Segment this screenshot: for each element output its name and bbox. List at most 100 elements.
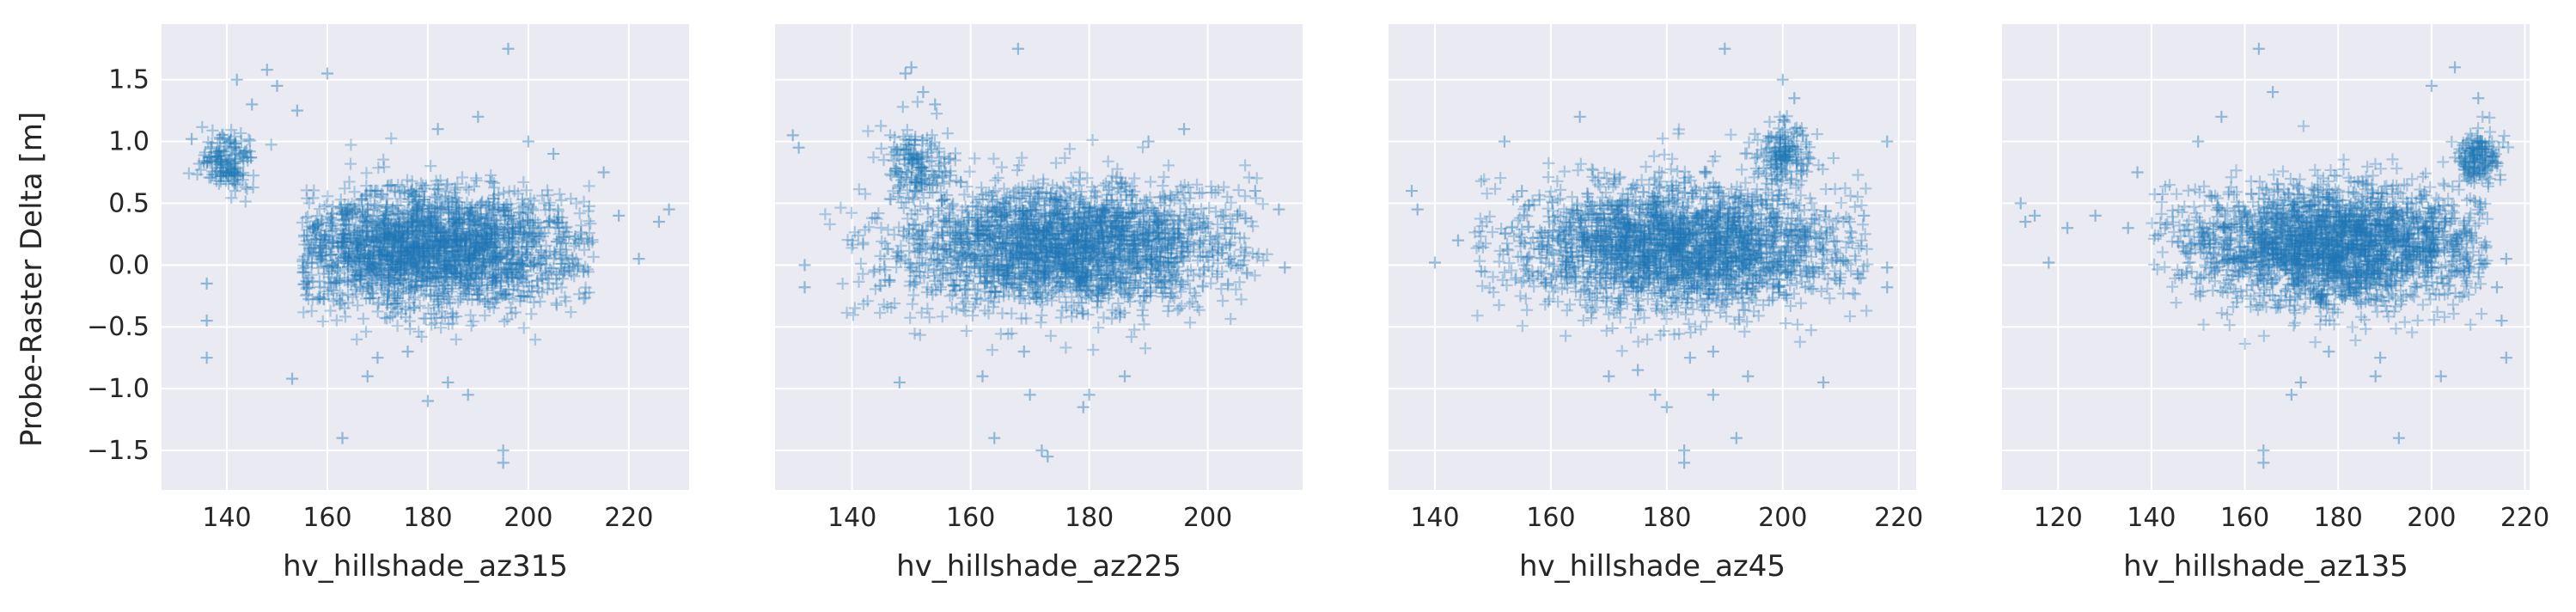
data-point bbox=[369, 236, 382, 249]
data-point bbox=[535, 272, 548, 285]
data-point bbox=[338, 235, 351, 248]
data-point bbox=[361, 215, 374, 228]
data-point bbox=[396, 232, 409, 245]
data-point bbox=[531, 259, 544, 272]
data-point bbox=[492, 203, 505, 216]
data-point bbox=[406, 215, 418, 228]
data-point bbox=[336, 236, 349, 249]
data-point bbox=[461, 206, 473, 219]
data-point bbox=[532, 248, 545, 261]
data-point bbox=[479, 217, 491, 230]
data-point bbox=[361, 204, 374, 217]
data-point bbox=[479, 199, 492, 212]
data-point bbox=[327, 217, 339, 230]
data-point bbox=[324, 304, 337, 317]
data-point bbox=[317, 240, 330, 253]
data-point bbox=[506, 248, 519, 260]
data-point bbox=[494, 222, 507, 235]
data-point bbox=[418, 255, 431, 268]
data-point bbox=[366, 225, 379, 238]
data-point bbox=[522, 233, 535, 246]
data-point bbox=[559, 230, 571, 243]
data-point bbox=[345, 239, 357, 252]
data-point bbox=[467, 249, 480, 262]
data-point bbox=[380, 227, 393, 240]
data-point bbox=[470, 245, 483, 258]
data-point bbox=[430, 174, 443, 187]
data-point bbox=[393, 254, 406, 266]
data-point bbox=[396, 236, 409, 248]
data-point bbox=[314, 280, 327, 293]
data-point bbox=[401, 248, 414, 261]
data-point bbox=[377, 272, 390, 285]
data-point bbox=[558, 265, 571, 278]
data-point bbox=[481, 292, 494, 305]
data-point bbox=[503, 223, 516, 236]
data-point bbox=[384, 179, 397, 192]
data-point bbox=[450, 245, 463, 258]
data-point bbox=[484, 174, 497, 187]
data-point bbox=[548, 212, 561, 225]
data-point bbox=[519, 206, 532, 219]
data-point bbox=[390, 297, 403, 310]
data-point bbox=[444, 260, 457, 272]
data-point bbox=[342, 245, 355, 258]
data-point bbox=[461, 231, 473, 244]
data-point bbox=[522, 207, 534, 220]
data-point bbox=[476, 260, 489, 273]
data-point bbox=[400, 303, 412, 315]
data-point bbox=[477, 253, 490, 266]
data-point bbox=[297, 262, 310, 275]
data-point bbox=[483, 226, 496, 239]
data-point bbox=[361, 263, 374, 276]
data-point bbox=[392, 269, 405, 282]
data-point bbox=[514, 206, 527, 219]
data-point bbox=[437, 287, 450, 300]
data-point bbox=[362, 224, 375, 237]
data-point bbox=[405, 283, 418, 296]
data-point bbox=[322, 267, 335, 280]
data-point bbox=[535, 257, 548, 270]
data-point bbox=[499, 266, 512, 279]
data-point bbox=[370, 222, 383, 235]
data-point bbox=[329, 254, 342, 267]
data-point bbox=[382, 234, 395, 247]
data-point bbox=[428, 308, 441, 321]
data-point bbox=[368, 191, 381, 204]
data-point bbox=[457, 230, 470, 242]
data-point bbox=[559, 237, 572, 250]
data-point bbox=[406, 190, 419, 203]
data-point bbox=[537, 252, 550, 265]
data-point bbox=[440, 263, 453, 276]
data-point bbox=[363, 233, 375, 246]
data-point bbox=[448, 266, 461, 279]
data-point bbox=[436, 262, 449, 275]
data-point bbox=[449, 247, 462, 260]
data-point bbox=[541, 184, 554, 197]
data-point bbox=[381, 237, 394, 250]
data-point bbox=[465, 244, 478, 257]
data-point bbox=[417, 248, 430, 261]
data-point bbox=[506, 226, 519, 239]
data-point bbox=[373, 248, 386, 261]
data-point bbox=[341, 251, 354, 264]
data-point bbox=[418, 241, 431, 254]
y-tick-label: −0.5 bbox=[87, 312, 150, 342]
data-point bbox=[399, 187, 412, 200]
data-point bbox=[411, 215, 424, 228]
data-point bbox=[333, 294, 346, 307]
data-point bbox=[359, 189, 372, 202]
data-point bbox=[429, 190, 442, 203]
data-point bbox=[465, 319, 478, 332]
data-point bbox=[508, 228, 521, 241]
data-point bbox=[413, 242, 426, 254]
data-point bbox=[514, 220, 527, 233]
data-point bbox=[517, 264, 530, 277]
data-point bbox=[449, 251, 461, 264]
data-point bbox=[433, 265, 446, 278]
data-point bbox=[396, 226, 409, 239]
data-point bbox=[325, 225, 338, 238]
data-point bbox=[566, 253, 579, 266]
data-point bbox=[373, 244, 386, 257]
data-point bbox=[403, 244, 416, 257]
